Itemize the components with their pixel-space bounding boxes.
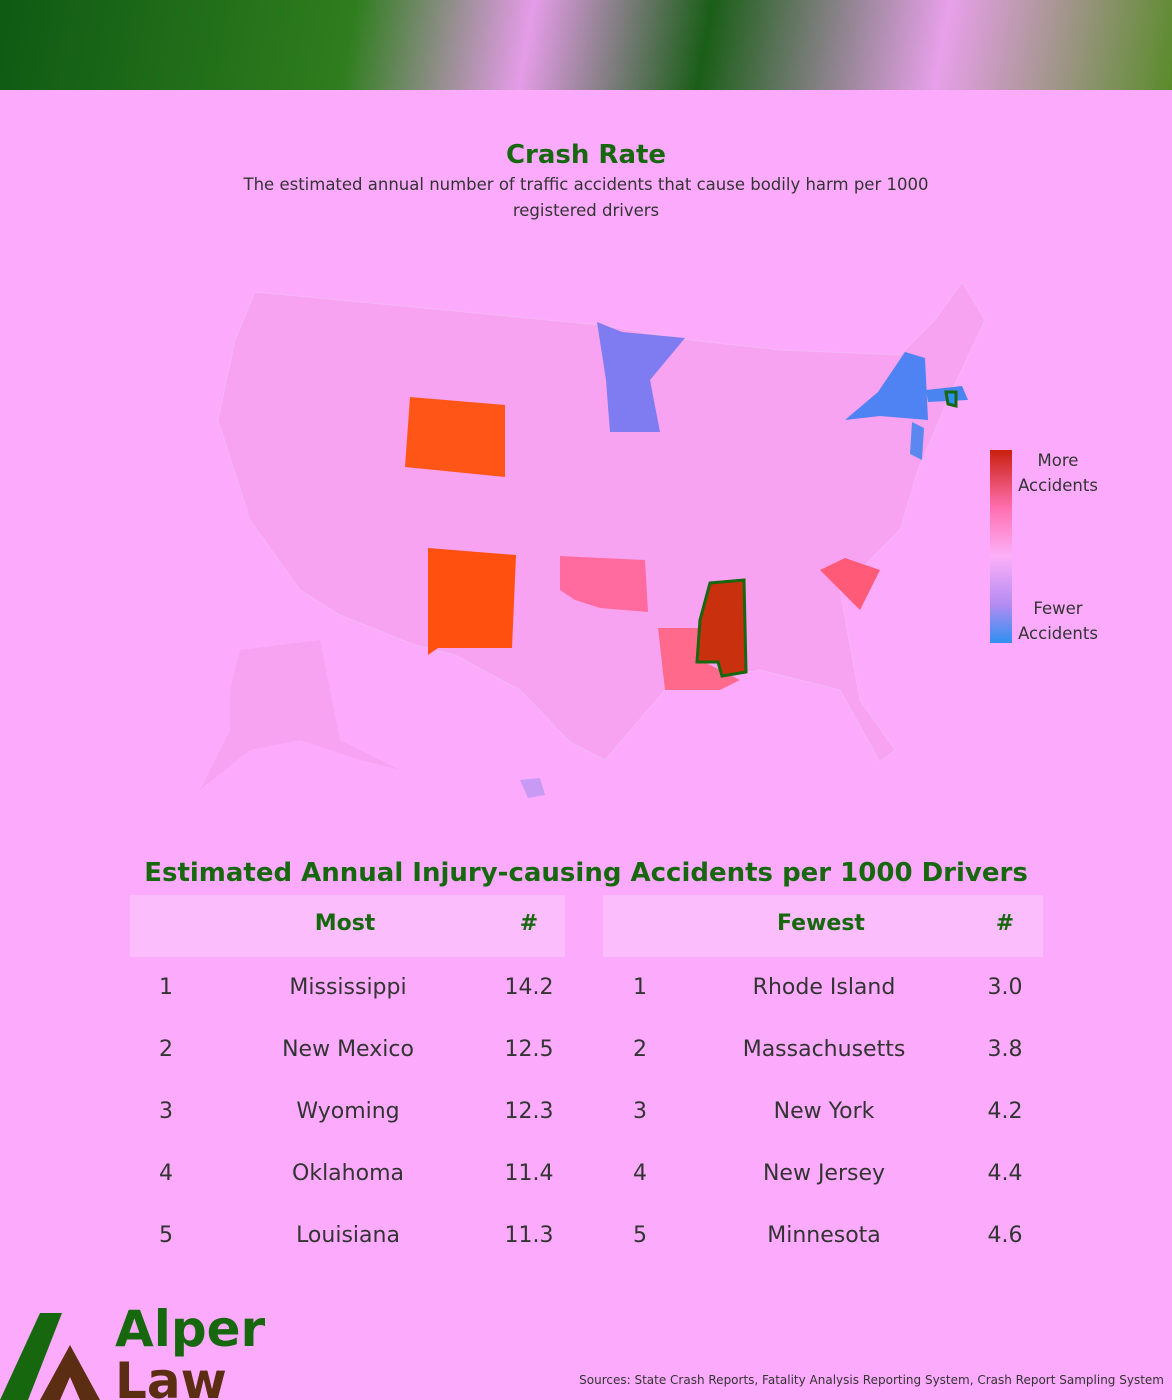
- state: New Jersey: [762, 1161, 886, 1186]
- rate: 12.3: [504, 1099, 554, 1124]
- rate: 3.8: [987, 1037, 1023, 1062]
- title: Crash Rate: [505, 140, 667, 170]
- rate: 11.3: [504, 1223, 554, 1248]
- legend-high: More Accidents: [1018, 451, 1098, 495]
- state: Massachusetts: [742, 1037, 906, 1062]
- state: Wyoming: [296, 1099, 400, 1124]
- rank: 5: [633, 1223, 647, 1248]
- header-band: [130, 895, 565, 957]
- logo-text: Law: [115, 1352, 227, 1400]
- state-wyoming: [405, 397, 505, 477]
- logo-text: Alper: [115, 1300, 266, 1358]
- state: New York: [773, 1099, 875, 1124]
- state-rhode-island: [944, 390, 958, 408]
- column-header: #: [519, 911, 539, 936]
- subtitle: The estimated annual number of traffic a…: [243, 175, 929, 220]
- rank: 4: [159, 1161, 173, 1186]
- sources: Sources: State Crash Reports, Fatality A…: [579, 1373, 1164, 1387]
- rank: 1: [633, 975, 647, 1000]
- column-header: Fewest: [777, 911, 865, 936]
- color-bar: [990, 450, 1012, 643]
- state-new-jersey: [910, 422, 924, 460]
- rate: 4.2: [987, 1099, 1023, 1124]
- state: Oklahoma: [292, 1161, 404, 1186]
- table-title: Estimated Annual Injury-causing Accident…: [144, 858, 1028, 888]
- state-south-carolina: [820, 558, 880, 610]
- banner-photo: [0, 0, 1172, 90]
- state: Rhode Island: [752, 975, 896, 1000]
- rank: 4: [633, 1161, 647, 1186]
- state-mississippi: [695, 578, 748, 678]
- state-new-mexico: [428, 548, 516, 655]
- rate: 11.4: [504, 1161, 554, 1186]
- state: Minnesota: [767, 1223, 881, 1248]
- logo-mark: [0, 1313, 100, 1400]
- rate: 3.0: [987, 975, 1023, 1000]
- rank: 2: [633, 1037, 647, 1062]
- state-oklahoma: [560, 556, 648, 612]
- rank: 3: [633, 1099, 647, 1124]
- contiguous-us: [217, 281, 986, 763]
- state: Louisiana: [296, 1223, 400, 1248]
- rate: 4.6: [987, 1223, 1023, 1248]
- rank: 5: [159, 1223, 173, 1248]
- rank: 2: [159, 1037, 173, 1062]
- rate: 12.5: [504, 1037, 554, 1062]
- state: Mississippi: [289, 975, 407, 1000]
- column-header: #: [995, 911, 1015, 936]
- column-header: Most: [314, 911, 376, 936]
- state: New Mexico: [282, 1037, 414, 1062]
- header-band: [603, 895, 1043, 957]
- state-minnesota: [597, 322, 685, 432]
- legend-low: Fewer Accidents: [1018, 599, 1098, 643]
- rate: 14.2: [504, 975, 554, 1000]
- hawaii: [520, 778, 545, 798]
- us-map: [200, 281, 1012, 798]
- rank: 3: [159, 1099, 173, 1124]
- rate: 4.4: [987, 1161, 1023, 1186]
- alaska: [200, 640, 400, 790]
- rank: 1: [159, 975, 173, 1000]
- state-new-york: [845, 352, 928, 420]
